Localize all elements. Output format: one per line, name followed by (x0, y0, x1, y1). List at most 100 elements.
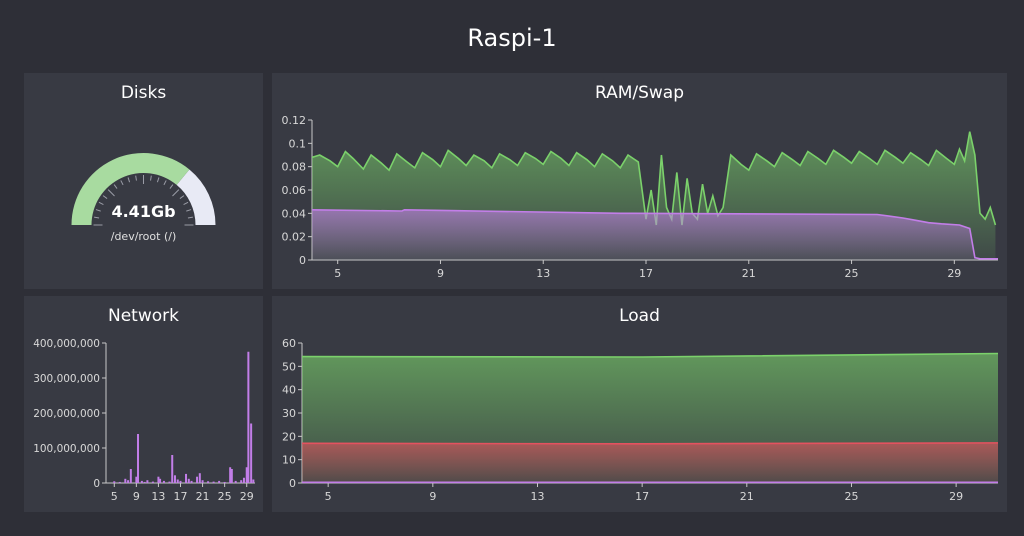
network-bar (247, 351, 250, 483)
gauge-tick (107, 189, 115, 197)
network-bar (252, 479, 255, 483)
network-bar (198, 473, 201, 483)
network-bar (250, 423, 253, 483)
gauge-tick (186, 209, 192, 212)
x-tick-label: 29 (949, 490, 963, 503)
x-tick-label: 17 (174, 490, 188, 503)
disks-panel: Disks 4.41Gb /dev/root (/) (24, 73, 263, 289)
gauge-tick (98, 201, 104, 206)
network-bar (171, 455, 174, 483)
network-bar (129, 469, 132, 483)
x-tick-label: 25 (844, 490, 858, 503)
x-tick-label: 5 (111, 490, 118, 503)
x-tick-label: 21 (742, 267, 756, 280)
page-title: Raspi-1 (467, 24, 557, 52)
network-bar (212, 481, 215, 483)
network-bar (187, 478, 190, 483)
y-tick-label: 0 (299, 254, 306, 267)
y-tick-label: 300,000,000 (33, 373, 100, 385)
gauge-used-arc (71, 153, 190, 225)
y-tick-label: 100,000,000 (33, 443, 100, 455)
gauge-tick (179, 195, 185, 199)
x-tick-label: 21 (196, 490, 210, 503)
x-tick-label: 21 (740, 490, 754, 503)
load-panel-title: Load (619, 306, 660, 326)
x-tick-label: 9 (437, 267, 444, 280)
y-tick-label: 0.04 (282, 207, 307, 220)
ram-swap-panel-title: RAM/Swap (594, 83, 685, 103)
network-bar (168, 481, 171, 483)
network-bar (234, 480, 237, 483)
x-tick-label: 29 (947, 267, 961, 280)
y-tick-label: 20 (282, 430, 296, 443)
network-bar (157, 476, 160, 483)
network-bar (190, 480, 193, 483)
load-mid-area (302, 442, 998, 483)
gauge-tick (102, 195, 108, 199)
network-bar (218, 480, 221, 483)
x-tick-label: 9 (429, 490, 436, 503)
network-bar (124, 478, 127, 483)
ram-line (311, 131, 997, 226)
gauge-tick (156, 177, 160, 183)
gauge-free-arc (176, 169, 216, 225)
gauge-tick (163, 180, 167, 186)
x-tick-label: 5 (325, 490, 332, 503)
gauge-tick (183, 201, 189, 206)
y-tick-label: 10 (282, 454, 296, 467)
network-bar (223, 481, 226, 483)
x-tick-label: 25 (845, 267, 859, 280)
network-bar (201, 480, 204, 483)
gauge-tick (150, 175, 152, 181)
disk-usage-value: 4.41Gb (111, 202, 175, 221)
network-bar (242, 477, 245, 483)
network-bar (240, 480, 243, 483)
gauge-tick (172, 189, 180, 197)
gauge-tick (95, 209, 101, 212)
y-tick-label: 0.1 (289, 137, 307, 150)
gauge-ticks (93, 175, 194, 226)
network-bar (146, 480, 149, 483)
gauge-tick (187, 216, 193, 219)
y-tick-label: 0.02 (282, 231, 307, 244)
x-tick-label: 9 (133, 490, 140, 503)
network-bar (173, 475, 176, 483)
x-tick-label: 29 (240, 490, 254, 503)
y-tick-label: 50 (282, 360, 296, 373)
gauge-tick (127, 177, 131, 183)
gauge-tick (135, 175, 137, 181)
x-tick-label: 17 (635, 490, 649, 503)
y-tick-label: 0 (93, 478, 100, 490)
gauge-tick (94, 216, 100, 219)
network-bar (245, 467, 248, 483)
y-tick-label: 40 (282, 384, 296, 397)
y-tick-label: 200,000,000 (33, 408, 100, 420)
network-bar (162, 480, 165, 483)
load-mid-line (301, 442, 999, 445)
ram-swap-chart: 0.12 0.1 0.08 0.06 0.04 0.02 0 5 9 13 17 21 25 29 (282, 114, 998, 280)
swap-line (311, 209, 998, 260)
load-panel: Load 60 50 40 30 20 10 0 5 9 13 17 21 25 29 (272, 296, 1007, 512)
gauge-tick (113, 184, 118, 189)
network-bar (196, 476, 199, 483)
disk-gauge: 4.41Gb /dev/root (/) (71, 153, 216, 243)
network-bar (143, 481, 146, 483)
y-tick-label: 0.12 (282, 114, 307, 127)
network-bar (135, 476, 138, 483)
network-bar (185, 473, 188, 483)
load-chart: 60 50 40 30 20 10 0 5 9 13 17 21 25 29 (282, 337, 999, 503)
network-bar (230, 469, 233, 483)
y-tick-label: 60 (282, 337, 296, 350)
network-bar (159, 478, 162, 483)
x-tick-label: 13 (151, 490, 165, 503)
x-tick-label: 25 (218, 490, 232, 503)
network-bar (176, 479, 179, 483)
y-tick-label: 0 (289, 477, 296, 490)
network-bar (113, 481, 116, 483)
network-bar (127, 480, 130, 483)
ram-swap-panel: RAM/Swap 0.12 0.1 0.08 0.06 0.04 0.02 0 5 9 13 17 2… (272, 73, 1007, 289)
y-tick-label: 0.08 (282, 161, 307, 174)
x-tick-label: 17 (639, 267, 653, 280)
x-tick-label: 13 (530, 490, 544, 503)
network-panel-title: Network (108, 306, 179, 326)
